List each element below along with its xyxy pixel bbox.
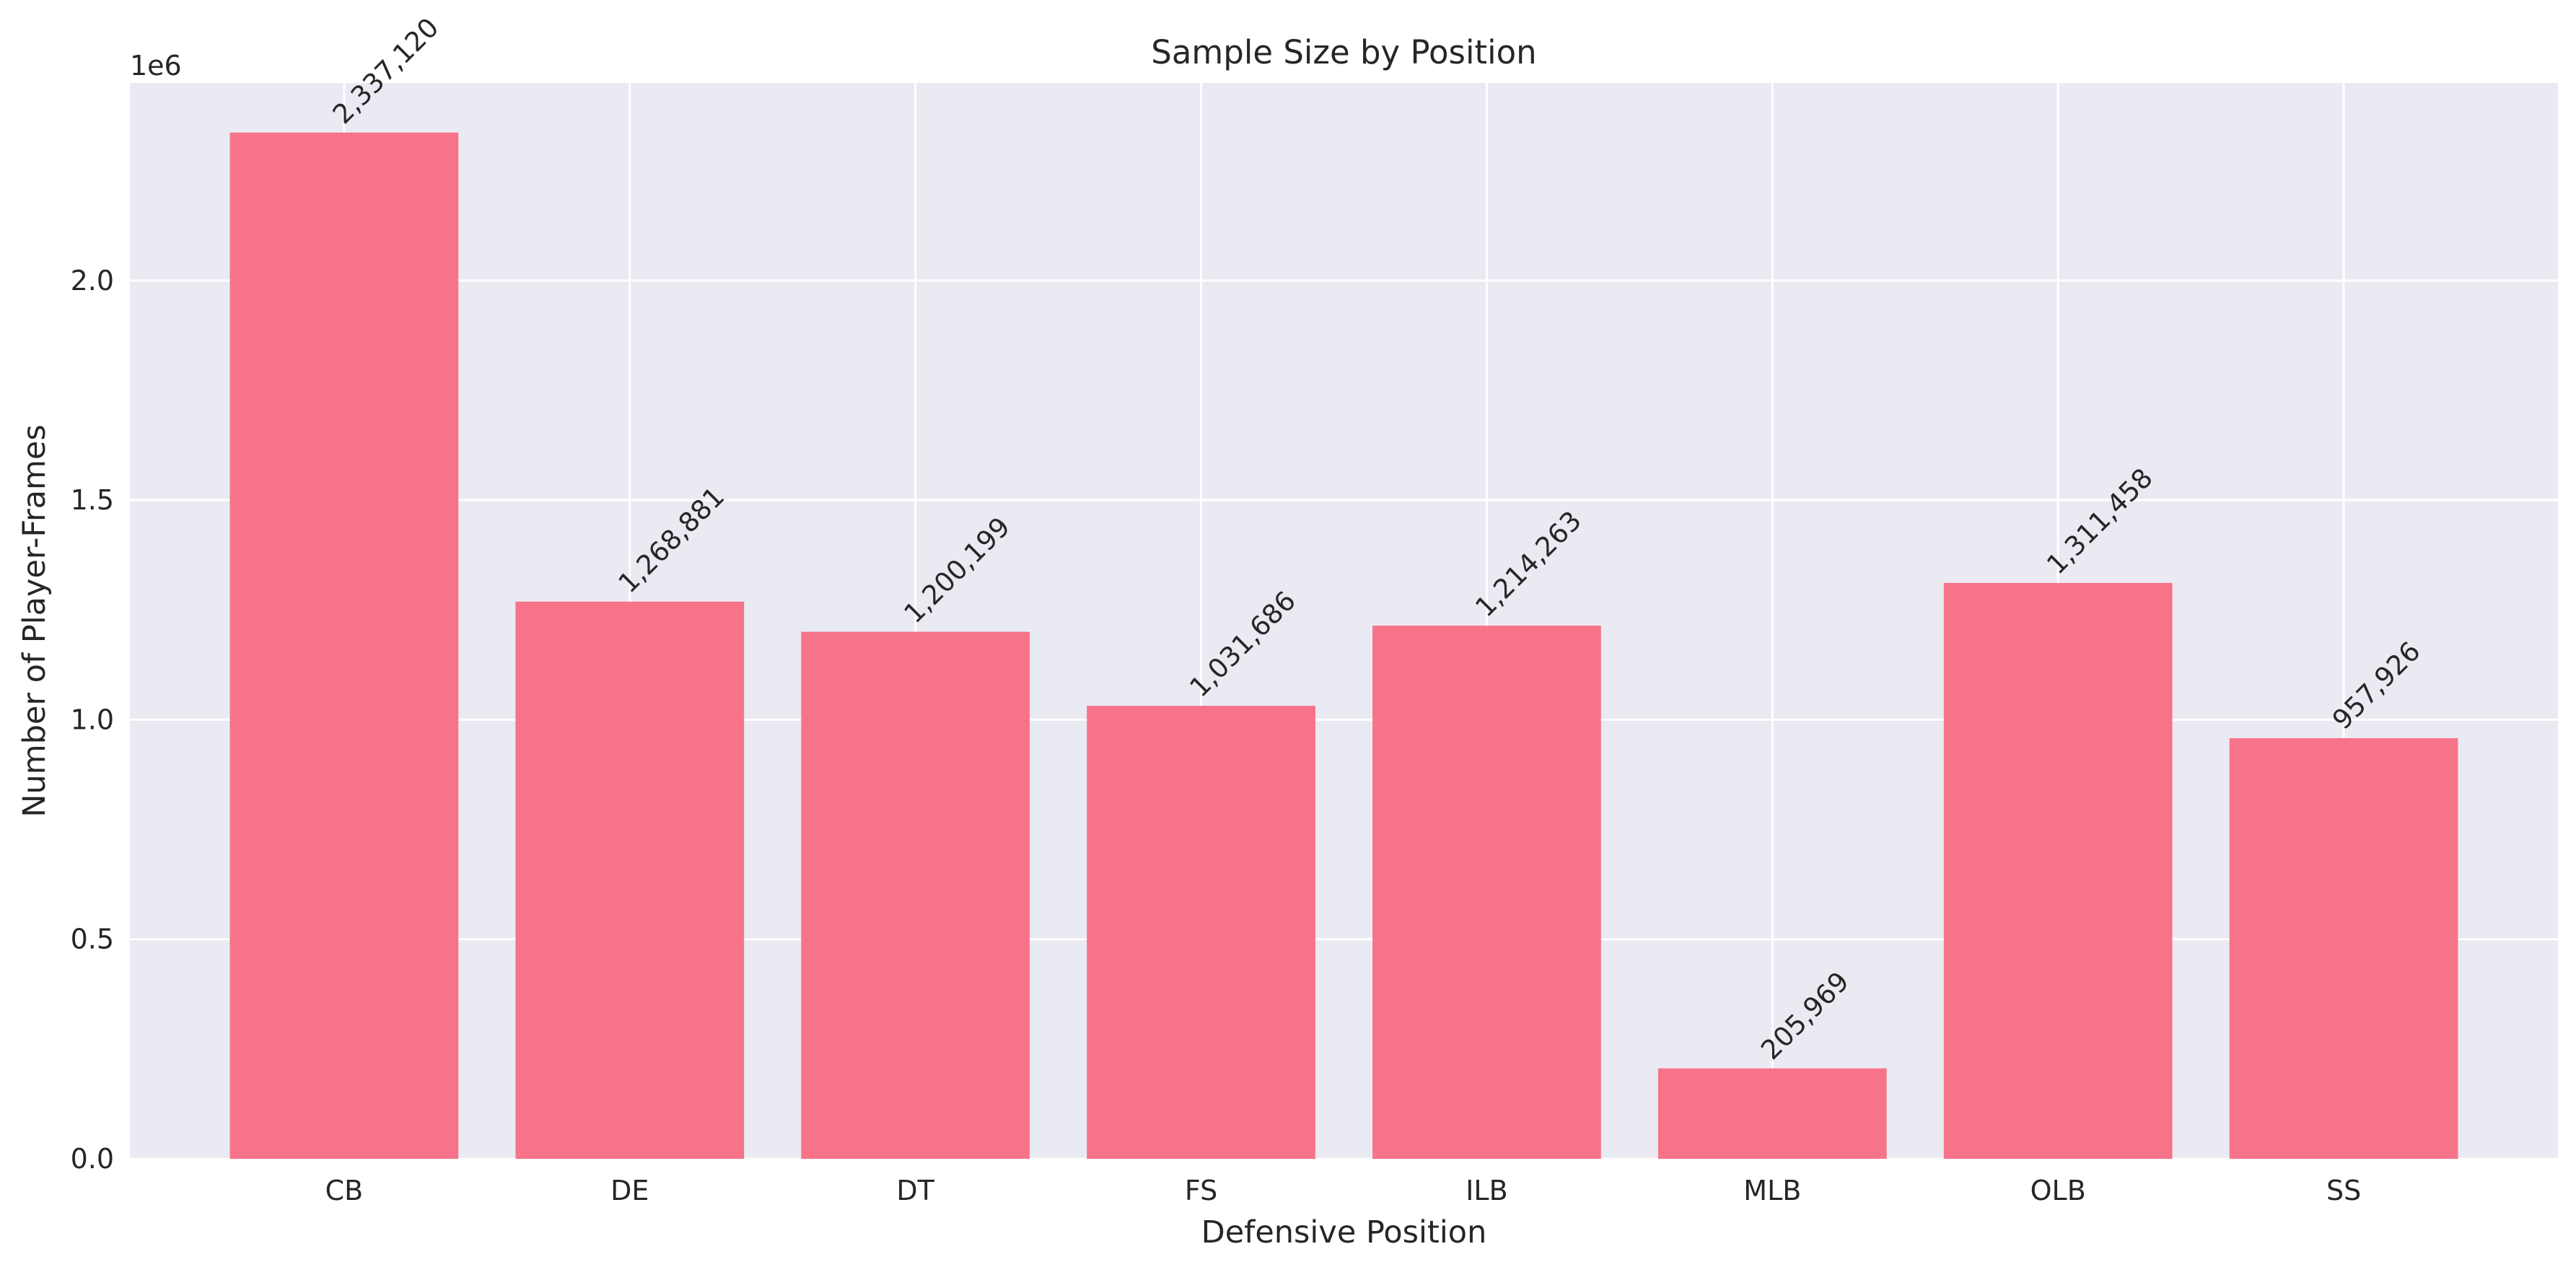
bar-olb bbox=[1943, 582, 2173, 1159]
x-tick-label: SS bbox=[2326, 1175, 2361, 1206]
x-tick-label: OLB bbox=[2030, 1175, 2086, 1206]
chart-title: Sample Size by Position bbox=[1151, 33, 1536, 71]
x-tick-label: ILB bbox=[1466, 1175, 1507, 1206]
x-tick-label: DT bbox=[896, 1175, 934, 1206]
x-axis-label: Defensive Position bbox=[1201, 1214, 1487, 1250]
bar-ss bbox=[2229, 738, 2458, 1159]
bar-de bbox=[515, 601, 745, 1159]
bar-cb bbox=[229, 132, 459, 1159]
y-tick-label: 0.5 bbox=[71, 924, 114, 955]
bar-fs bbox=[1087, 706, 1315, 1159]
bars bbox=[229, 132, 2458, 1159]
x-tick-label: FS bbox=[1185, 1175, 1217, 1206]
bar-mlb bbox=[1657, 1068, 1887, 1159]
bar-ilb bbox=[1372, 626, 1601, 1159]
x-tick-labels: CB DE DT FS ILB MLB OLB SS bbox=[325, 1175, 2362, 1206]
y-tick-label: 2.0 bbox=[71, 265, 114, 297]
plot-area bbox=[130, 83, 2558, 1159]
y-tick-label: 0.0 bbox=[71, 1143, 114, 1175]
x-tick-label: DE bbox=[610, 1175, 649, 1206]
x-tick-label: CB bbox=[325, 1175, 364, 1206]
y-axis-label: Number of Player-Frames bbox=[17, 424, 53, 817]
y-tick-label: 1.0 bbox=[71, 704, 114, 735]
x-tick-label: MLB bbox=[1743, 1175, 1801, 1206]
y-tick-label: 1.5 bbox=[71, 484, 114, 516]
bar-dt bbox=[801, 631, 1030, 1159]
y-axis-offset-label: 1e6 bbox=[130, 50, 182, 82]
y-tick-labels: 0.0 0.5 1.0 1.5 2.0 bbox=[71, 265, 114, 1175]
